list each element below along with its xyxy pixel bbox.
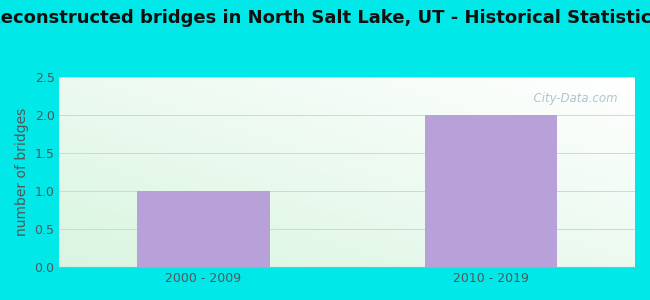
Bar — [425, 115, 557, 267]
Text: City-Data.com: City-Data.com — [526, 92, 618, 105]
Y-axis label: number of bridges: number of bridges — [15, 108, 29, 236]
Bar — [137, 191, 270, 267]
Text: Reconstructed bridges in North Salt Lake, UT - Historical Statistics: Reconstructed bridges in North Salt Lake… — [0, 9, 650, 27]
